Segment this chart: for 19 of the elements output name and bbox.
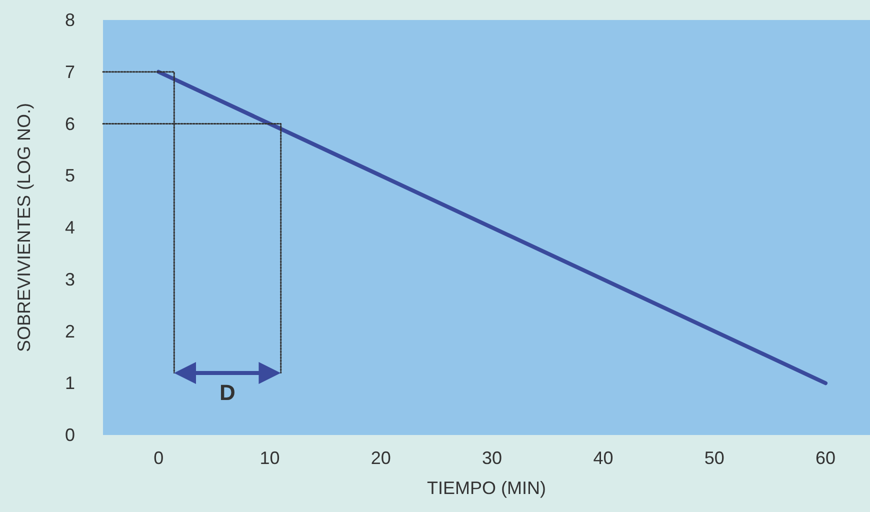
x-tick-label: 10: [260, 448, 280, 468]
y-tick-label: 4: [64, 218, 75, 238]
x-axis-title: TIEMPO (MIN): [427, 478, 546, 498]
y-tick-label: 2: [64, 321, 75, 342]
x-tick-label: 20: [370, 448, 391, 468]
y-tick-label: 1: [64, 373, 75, 394]
y-tick-label: 0: [64, 425, 75, 445]
y-tick-label: 3: [64, 269, 75, 290]
x-tick-label: 30: [482, 448, 502, 468]
x-tick-label: 0: [154, 448, 164, 468]
x-tick-label: 50: [704, 448, 724, 468]
x-tick-label: 40: [593, 448, 614, 468]
y-tick-label: 6: [64, 114, 75, 134]
y-tick-label: 7: [64, 62, 75, 82]
annotation: D: [218, 380, 236, 406]
y-tick-label: 8: [64, 10, 75, 30]
y-axis-title: SOBREVIVIENTES (LOG NO.): [14, 102, 34, 352]
x-tick-label: 60: [816, 448, 836, 468]
y-tick-label: 5: [64, 166, 75, 186]
